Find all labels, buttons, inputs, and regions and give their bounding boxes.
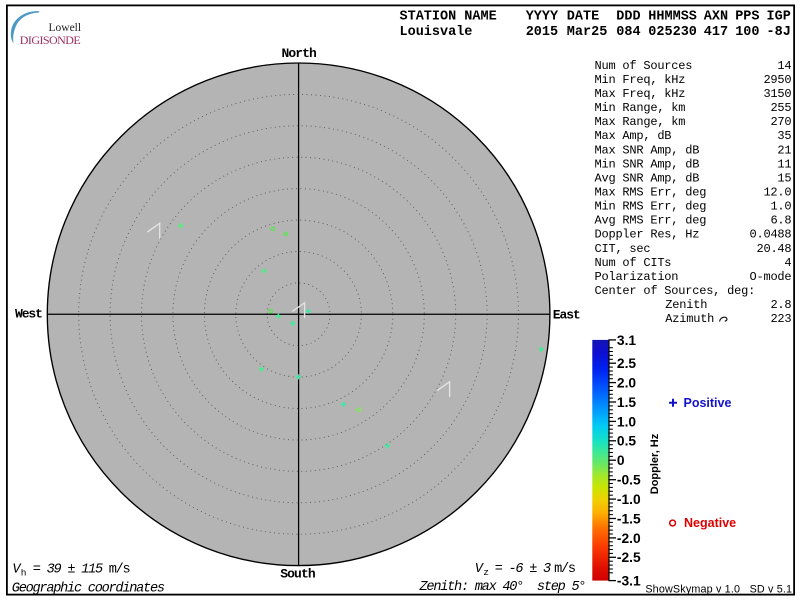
svg-text:AXN: AXN (704, 10, 728, 25)
svg-text:V: V (475, 562, 485, 577)
svg-text:0: 0 (617, 453, 625, 468)
svg-text:20.48: 20.48 (756, 242, 791, 256)
svg-text:CIT, sec: CIT, sec (595, 242, 651, 256)
svg-text:-2.5: -2.5 (617, 550, 641, 565)
svg-text:Max SNR Amp, dB: Max SNR Amp, dB (595, 143, 700, 157)
svg-text:Negative: Negative (684, 516, 736, 530)
svg-text:Min SNR Amp, dB: Min SNR Amp, dB (595, 157, 700, 171)
svg-text:V: V (12, 562, 22, 577)
svg-text:North: North (281, 46, 317, 61)
svg-text:14: 14 (777, 59, 791, 73)
svg-text:Positive: Positive (684, 396, 732, 410)
svg-text:-1.5: -1.5 (617, 511, 641, 526)
svg-text:HHMMSS: HHMMSS (648, 10, 697, 25)
svg-text:YYYY: YYYY (526, 10, 559, 25)
svg-text:100: 100 (735, 25, 759, 40)
svg-text:15: 15 (777, 172, 791, 186)
svg-text:= 39 ± 115: = 39 ± 115 (33, 562, 103, 577)
svg-text:Zenith: max 40° step 5°: Zenith: max 40° step 5° (419, 580, 586, 595)
svg-text:1.5: 1.5 (617, 395, 637, 410)
svg-text:084: 084 (616, 25, 640, 40)
svg-text:-2.0: -2.0 (617, 531, 641, 546)
svg-text:2.8: 2.8 (770, 298, 791, 312)
svg-text:-8J: -8J (767, 25, 791, 40)
svg-text:Max RMS Err, deg: Max RMS Err, deg (595, 186, 707, 200)
svg-text:m/s: m/s (109, 562, 131, 577)
svg-text:PPS: PPS (735, 10, 759, 25)
svg-text:Min RMS Err, deg: Min RMS Err, deg (595, 200, 707, 214)
svg-text:DDD: DDD (616, 10, 640, 25)
svg-text:2.0: 2.0 (617, 376, 637, 391)
svg-text:h: h (21, 567, 27, 578)
svg-text:270: 270 (770, 115, 791, 129)
svg-text:417: 417 (704, 25, 728, 40)
svg-text:O-mode: O-mode (750, 270, 792, 284)
svg-text:m/s: m/s (554, 562, 576, 577)
svg-text:Max Amp, dB: Max Amp, dB (595, 129, 672, 143)
svg-text:3.1: 3.1 (617, 333, 637, 348)
svg-text:Azimuth: Azimuth (665, 312, 714, 326)
svg-text:Min Range, km: Min Range, km (595, 101, 686, 115)
svg-text:IGP: IGP (767, 10, 791, 25)
svg-text:Geographic coordinates: Geographic coordinates (12, 582, 165, 597)
svg-text:Zenith: Zenith (665, 298, 707, 312)
svg-text:1.0: 1.0 (617, 414, 637, 429)
svg-text:STATION NAME: STATION NAME (400, 10, 497, 25)
svg-text:0.5: 0.5 (617, 434, 637, 449)
svg-text:4: 4 (784, 256, 791, 270)
svg-text:Center of Sources, deg:: Center of Sources, deg: (595, 284, 756, 298)
svg-text:11: 11 (777, 157, 791, 171)
svg-text:Num of Sources: Num of Sources (595, 59, 693, 73)
svg-text:2015: 2015 (526, 25, 558, 40)
svg-text:12.0: 12.0 (763, 186, 791, 200)
svg-text:0.0488: 0.0488 (750, 228, 792, 242)
svg-text:South: South (280, 567, 316, 582)
svg-text:Num of CITs: Num of CITs (595, 256, 672, 270)
svg-text:1.0: 1.0 (770, 200, 791, 214)
svg-text:2.5: 2.5 (617, 356, 637, 371)
svg-text:025230: 025230 (648, 25, 697, 40)
svg-text:3150: 3150 (763, 87, 791, 101)
svg-text:DIGISONDE: DIGISONDE (20, 33, 81, 47)
svg-text:Doppler Res, Hz: Doppler Res, Hz (595, 228, 700, 242)
svg-text:Avg SNR Amp, dB: Avg SNR Amp, dB (595, 172, 700, 186)
svg-text:DATE: DATE (567, 10, 599, 25)
svg-text:Min Freq, kHz: Min Freq, kHz (595, 73, 686, 87)
svg-text:= -6 ± 3: = -6 ± 3 (495, 562, 551, 577)
svg-text:-1.0: -1.0 (617, 492, 641, 507)
svg-text:z: z (483, 567, 489, 578)
svg-text:255: 255 (770, 101, 791, 115)
svg-text:21: 21 (777, 143, 791, 157)
svg-text:2950: 2950 (763, 73, 791, 87)
svg-text:East: East (553, 308, 580, 323)
svg-text:Polarization: Polarization (595, 270, 679, 284)
svg-text:West: West (15, 307, 42, 322)
svg-text:-3.1: -3.1 (617, 574, 641, 589)
svg-text:Mar25: Mar25 (567, 25, 608, 40)
svg-text:35: 35 (777, 129, 791, 143)
svg-text:Louisvale: Louisvale (400, 25, 473, 40)
svg-text:Avg RMS Err, deg: Avg RMS Err, deg (595, 214, 707, 228)
svg-text:Doppler, Hz: Doppler, Hz (649, 433, 661, 494)
svg-text:-0.5: -0.5 (617, 473, 641, 488)
svg-text:Lowell: Lowell (49, 22, 82, 34)
svg-text:Max Freq, kHz: Max Freq, kHz (595, 87, 686, 101)
svg-text:ShowSkymap v 1.0 SD v 5.1: ShowSkymap v 1.0 SD v 5.1 (645, 584, 792, 596)
svg-text:223: 223 (770, 312, 791, 326)
svg-text:Max Range, km: Max Range, km (595, 115, 686, 129)
svg-text:6.8: 6.8 (770, 214, 791, 228)
